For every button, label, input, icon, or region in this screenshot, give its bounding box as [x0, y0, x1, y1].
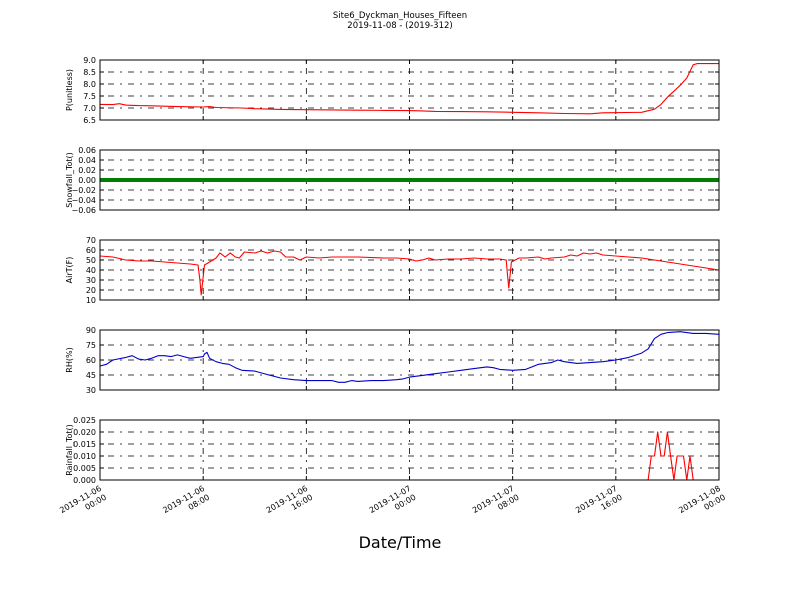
y-tick-label: 60 [86, 356, 96, 365]
x-tick-label: 2019-11-0600:00 [58, 484, 108, 524]
y-tick-label: 6.5 [83, 116, 96, 125]
series-line [99, 331, 720, 383]
y-tick-label: 10 [86, 296, 96, 305]
x-axis-label: Date/Time [358, 533, 442, 552]
x-tick-label: 2019-11-0616:00 [265, 484, 315, 524]
y-tick-label: 0.00 [78, 176, 96, 185]
y-tick-label: 60 [86, 246, 96, 255]
y-tick-label: 75 [86, 341, 96, 350]
y-tick-label: 0.020 [73, 428, 96, 437]
y-tick-label: 40 [86, 266, 96, 275]
series-line [100, 431, 719, 481]
y-tick-label: 9.0 [83, 56, 96, 65]
y-tick-label: 70 [86, 236, 96, 245]
y-tick-label: 7.5 [83, 92, 96, 101]
y-tick-label: 45 [86, 371, 96, 380]
plot-frame [99, 59, 720, 121]
y-tick-label: 0.005 [73, 464, 96, 473]
y-tick-label: 0.04 [78, 156, 96, 165]
x-tick-label: 2019-11-0708:00 [471, 484, 521, 524]
y-tick-label: 0.02 [78, 166, 96, 175]
y-tick-label: 0.000 [73, 476, 96, 485]
y-axis-label: Snowfall_Tot() [65, 152, 74, 208]
series-line [99, 250, 720, 296]
y-axis-label: Rainfall_Tot() [65, 424, 74, 476]
y-tick-label: 20 [86, 286, 96, 295]
y-tick-label: −0.02 [71, 186, 96, 195]
plot-frame [99, 329, 720, 391]
y-tick-label: 8.5 [83, 68, 96, 77]
y-tick-label: 0.025 [73, 416, 96, 425]
y-tick-label: 30 [86, 386, 96, 395]
y-axis-label: AirT(F) [65, 257, 74, 284]
y-tick-label: −0.04 [71, 196, 96, 205]
subplot-1: 9.0 8.5 8.0 7.5 7.0 6.5 P(unitless) [65, 56, 720, 125]
y-tick-label: 8.0 [83, 80, 96, 89]
y-tick-label: 50 [86, 256, 96, 265]
subplot-2: 0.060.040.020.00−0.02−0.04−0.06Snowfall_… [65, 146, 720, 215]
y-tick-label: 90 [86, 326, 96, 335]
y-axis-label: RH(%) [65, 347, 74, 372]
chart-subtitle: 2019-11-08 - (2019-312) [347, 21, 453, 31]
subplot-5: 0.025 0.020 0.015 0.010 0.005 0.000Rainfall_T… [65, 416, 720, 485]
y-tick-label: 0.06 [78, 146, 96, 155]
plot-frame [99, 149, 720, 211]
y-tick-label: −0.06 [71, 206, 96, 215]
y-axis-label: P(unitless) [65, 69, 74, 111]
x-tick-label: 2019-11-0800:00 [677, 484, 727, 524]
y-tick-label: 7.0 [83, 104, 96, 113]
y-tick-label: 0.015 [73, 440, 96, 449]
plot-frame [99, 419, 720, 481]
plot-frame [99, 239, 720, 301]
chart-title: Site6_Dyckman_Houses_Fifteen [332, 11, 468, 21]
x-tick-label: 2019-11-0700:00 [368, 484, 418, 524]
series-line [99, 63, 719, 115]
x-tick-label: 2019-11-0608:00 [161, 484, 211, 524]
subplot-4: 90 75 60 45 30 RH(%) [65, 326, 720, 395]
x-tick-label: 2019-11-0716:00 [574, 484, 624, 524]
y-tick-label: 30 [86, 276, 96, 285]
y-tick-label: 0.010 [73, 452, 96, 461]
